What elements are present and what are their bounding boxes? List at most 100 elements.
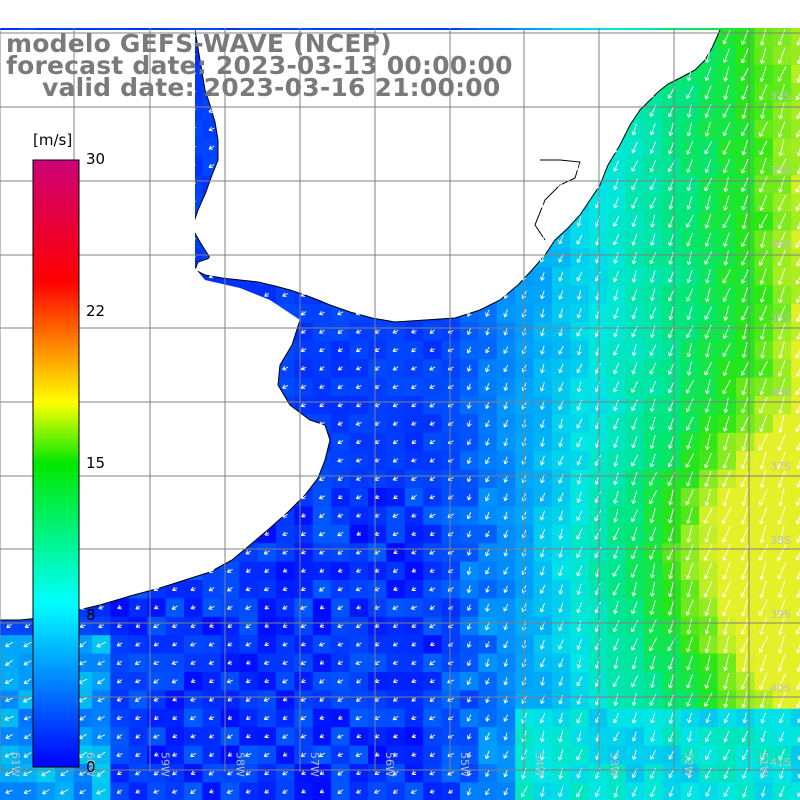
wind-arrow (263, 495, 270, 500)
wind-arrow (264, 531, 269, 536)
wind-arrow (631, 362, 638, 375)
wind-arrow (466, 566, 472, 575)
wind-arrow (282, 71, 288, 77)
wind-arrow (649, 49, 656, 62)
wind-arrow (79, 71, 86, 77)
wind-arrow (392, 255, 399, 261)
wind-arrow (6, 126, 12, 132)
wind-arrow (759, 176, 768, 193)
wind-arrow (613, 86, 619, 99)
lon-label: 59W (159, 752, 172, 777)
wind-arrow (6, 237, 13, 242)
wind-arrow (208, 200, 215, 205)
wind-arrow (759, 29, 767, 46)
wind-arrow (503, 677, 509, 686)
wind-arrow (98, 274, 104, 279)
wind-arrow (392, 384, 399, 389)
wind-arrow (23, 678, 32, 685)
wind-arrow (393, 494, 398, 500)
wind-arrow (503, 290, 509, 299)
wind-arrow (704, 103, 712, 118)
wind-arrow (80, 126, 86, 132)
wind-arrow (668, 730, 675, 743)
wind-arrow (337, 568, 343, 573)
wind-arrow (319, 733, 325, 739)
wind-arrow (722, 617, 730, 635)
wind-arrow (190, 733, 196, 739)
wind-arrow (208, 108, 215, 113)
wind-arrow (6, 347, 12, 352)
wind-arrow (190, 34, 197, 40)
wind-arrow (393, 752, 398, 757)
wind-arrow (116, 439, 123, 445)
wind-arrow (116, 90, 123, 95)
wind-arrow (668, 581, 675, 598)
wind-arrow (760, 749, 767, 761)
wind-arrow (337, 402, 344, 408)
wind-arrow (576, 712, 583, 724)
wind-arrow (263, 163, 270, 169)
wind-arrow (429, 71, 435, 76)
wind-arrow (576, 436, 583, 448)
wind-arrow (282, 310, 289, 316)
wind-arrow (98, 163, 104, 169)
wind-arrow (245, 90, 251, 95)
wind-arrow (208, 181, 215, 187)
wind-arrow (245, 145, 252, 150)
wind-arrow (686, 196, 693, 210)
wind-arrow (171, 71, 178, 76)
wind-arrow (411, 623, 417, 628)
wind-arrow (356, 568, 362, 573)
wind-arrow (576, 657, 582, 669)
wind-arrow (6, 255, 12, 261)
wind-arrow (78, 660, 87, 666)
wind-arrow (209, 788, 214, 794)
wind-arrow (540, 143, 545, 153)
wind-arrow (613, 454, 619, 467)
wind-arrow (686, 67, 693, 82)
wind-arrow (393, 697, 398, 702)
wind-arrow (759, 361, 768, 376)
wind-arrow (503, 530, 509, 539)
wind-arrow (153, 697, 160, 702)
wind-arrow (411, 642, 417, 647)
wind-arrow (796, 533, 800, 543)
lat-label: 41S (770, 756, 791, 769)
wind-arrow (576, 142, 582, 153)
wind-arrow (43, 71, 49, 76)
wind-arrow (649, 251, 657, 265)
wind-arrow (429, 476, 436, 481)
wind-arrow (356, 513, 362, 518)
wind-arrow (245, 200, 252, 206)
wind-arrow (264, 789, 270, 794)
wind-arrow (300, 90, 307, 95)
wind-arrow (6, 292, 12, 297)
wind-arrow (723, 232, 730, 247)
wind-arrow (705, 379, 711, 395)
wind-arrow (485, 88, 490, 97)
wind-arrow (649, 86, 657, 99)
wind-arrow (576, 87, 583, 98)
wind-arrow (704, 415, 711, 432)
wind-arrow (172, 347, 178, 353)
wind-arrow (485, 236, 490, 244)
wind-arrow (392, 90, 399, 95)
wind-arrow (264, 366, 270, 371)
wind-cell (791, 543, 800, 563)
wind-arrow (153, 145, 160, 150)
wind-arrow (668, 343, 675, 357)
wind-arrow (300, 273, 307, 279)
wind-arrow (558, 528, 564, 540)
wind-arrow (485, 548, 490, 557)
wind-arrow (667, 325, 675, 339)
wind-arrow (503, 567, 509, 575)
wind-arrow (79, 789, 87, 794)
wind-arrow (301, 586, 306, 591)
wind-cell (791, 580, 800, 599)
wind-arrow (172, 53, 178, 58)
wind-arrow (282, 366, 289, 371)
wind-arrow (208, 439, 215, 445)
wind-cell (791, 396, 800, 415)
wind-arrow (430, 641, 435, 647)
wind-arrow (613, 712, 620, 724)
